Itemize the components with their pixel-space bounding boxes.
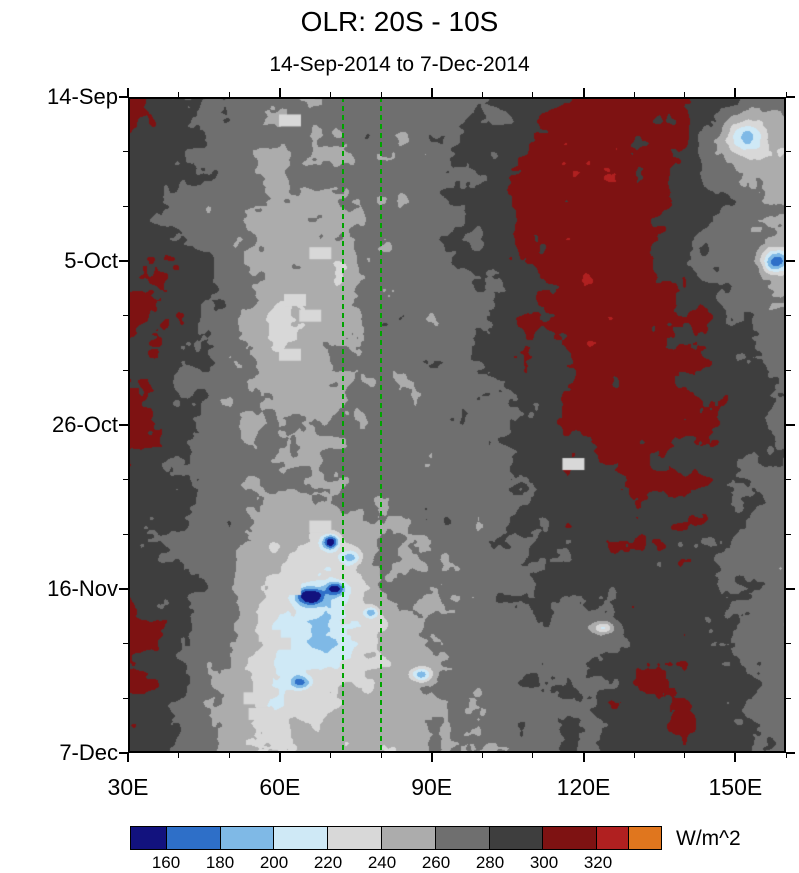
colorbar-tick-label: 220 — [313, 853, 343, 872]
colorbar-tick-label: 240 — [367, 853, 397, 872]
x-axis-label: 150E — [708, 774, 763, 800]
x-major-tick — [582, 753, 585, 762]
y-minor-tick — [123, 369, 128, 371]
x-axis-label: 120E — [556, 774, 611, 800]
x-minor-tick — [228, 92, 230, 97]
x-major-tick — [278, 753, 281, 762]
x-minor-tick — [633, 92, 635, 97]
y-minor-tick — [123, 205, 128, 207]
colorbar-segment — [328, 827, 383, 849]
x-major-tick — [734, 753, 737, 762]
colorbar-segment — [220, 827, 275, 849]
x-minor-tick — [329, 92, 331, 97]
chart-title: OLR: 20S - 10S — [300, 6, 499, 37]
colorbar-segment — [543, 827, 598, 849]
y-minor-tick — [786, 643, 791, 645]
colorbar-segment — [274, 827, 329, 849]
reference-line-1 — [342, 97, 345, 753]
colorbar-tick-label: 320 — [583, 853, 613, 872]
x-minor-tick — [380, 753, 382, 758]
y-axis-label: 26-Oct — [51, 412, 118, 437]
x-minor-tick — [532, 753, 534, 758]
y-major-tick — [786, 424, 795, 426]
y-axis-label: 14-Sep — [47, 84, 118, 109]
x-minor-tick — [785, 92, 787, 97]
x-minor-tick — [532, 92, 534, 97]
colorbar-tick-label: 300 — [529, 853, 559, 872]
x-axis-label: 30E — [107, 774, 149, 800]
x-minor-tick — [481, 753, 483, 758]
y-minor-tick — [123, 697, 128, 699]
colorbar-segment — [131, 827, 167, 849]
x-axis-label: 60E — [259, 774, 301, 800]
x-minor-tick — [380, 92, 382, 97]
x-minor-tick — [785, 753, 787, 758]
y-minor-tick — [123, 315, 128, 317]
y-minor-tick — [123, 643, 128, 645]
y-major-tick — [119, 752, 128, 754]
plot-area — [128, 97, 786, 753]
colorbar-segment — [489, 827, 544, 849]
y-major-tick — [119, 588, 128, 590]
x-minor-tick — [684, 753, 686, 758]
x-major-tick — [582, 88, 585, 97]
y-axis-label: 7-Dec — [59, 740, 118, 765]
x-minor-tick — [633, 753, 635, 758]
x-major-tick — [127, 753, 129, 762]
y-minor-tick — [786, 479, 791, 481]
x-major-tick — [278, 88, 281, 97]
reference-line-2 — [380, 97, 383, 753]
x-minor-tick — [228, 753, 230, 758]
colorbar-segment — [597, 827, 630, 849]
x-minor-tick — [178, 753, 180, 758]
colorbar-units-label: W/m^2 — [676, 827, 741, 850]
colorbar-tick-label: 180 — [205, 853, 235, 872]
x-minor-tick — [481, 92, 483, 97]
y-minor-tick — [123, 151, 128, 153]
x-axis-label: 90E — [411, 774, 453, 800]
olr-field-canvas — [128, 97, 786, 753]
colorbar-tick-label: 280 — [475, 853, 505, 872]
x-minor-tick — [329, 753, 331, 758]
x-minor-tick — [178, 92, 180, 97]
y-minor-tick — [786, 205, 791, 207]
y-minor-tick — [123, 479, 128, 481]
x-major-tick — [127, 88, 129, 97]
y-minor-tick — [786, 369, 791, 371]
y-major-tick — [786, 96, 795, 98]
y-major-tick — [119, 96, 128, 98]
colorbar-segment — [382, 827, 436, 849]
y-axis-label: 16-Nov — [47, 576, 118, 601]
x-major-tick — [430, 88, 433, 97]
colorbar-segment — [166, 827, 221, 849]
y-minor-tick — [786, 533, 791, 535]
colorbar-tick-label: 200 — [259, 853, 289, 872]
colorbar-segment — [629, 827, 661, 849]
x-minor-tick — [684, 92, 686, 97]
y-major-tick — [786, 260, 795, 262]
y-axis-label: 5-Oct — [64, 248, 118, 273]
y-minor-tick — [786, 697, 791, 699]
colorbar — [130, 826, 662, 850]
y-minor-tick — [786, 151, 791, 153]
y-major-tick — [786, 752, 795, 754]
x-major-tick — [430, 753, 433, 762]
colorbar-tick-label: 160 — [151, 853, 181, 872]
colorbar-tick-label: 260 — [421, 853, 451, 872]
y-major-tick — [119, 424, 128, 426]
y-minor-tick — [123, 533, 128, 535]
chart-subtitle: 14-Sep-2014 to 7-Dec-2014 — [269, 53, 530, 76]
x-major-tick — [734, 88, 737, 97]
y-minor-tick — [786, 315, 791, 317]
y-major-tick — [786, 588, 795, 590]
colorbar-segment — [435, 827, 490, 849]
y-major-tick — [119, 260, 128, 262]
